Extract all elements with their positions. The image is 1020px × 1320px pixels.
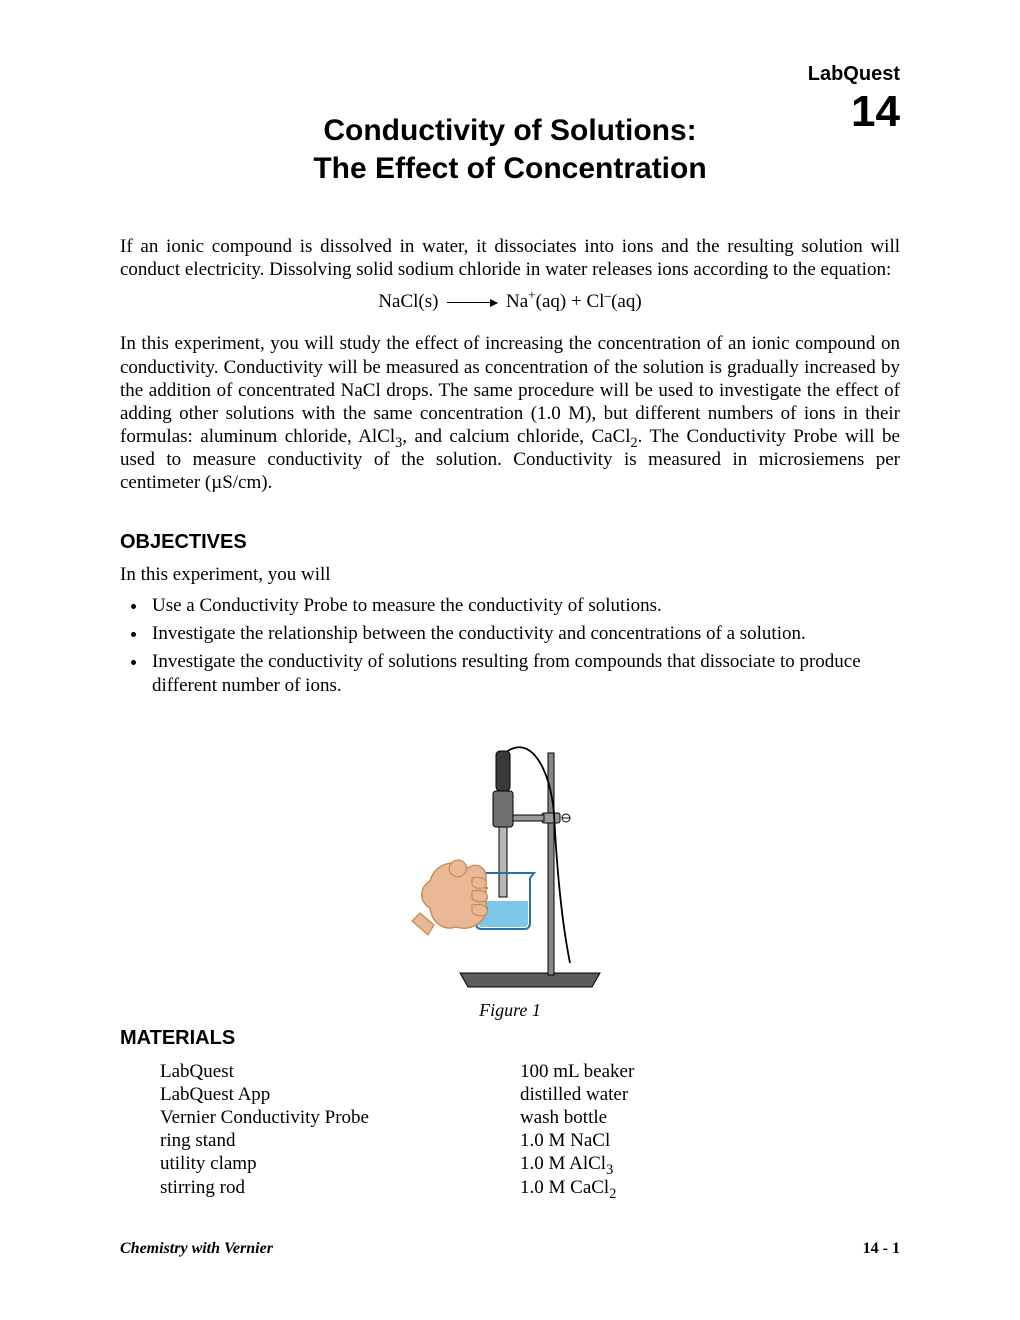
materials-heading: MATERIALS xyxy=(120,1027,900,1050)
objective-item: Use a Conductivity Probe to measure the … xyxy=(148,594,900,618)
material-item: Vernier Conductivity Probe xyxy=(160,1106,520,1129)
material-item: wash bottle xyxy=(520,1106,880,1129)
page-title: Conductivity of Solutions: The Effect of… xyxy=(120,112,900,187)
objectives-heading: OBJECTIVES xyxy=(120,531,900,554)
objective-item: Investigate the conductivity of solution… xyxy=(148,650,900,699)
material-item: 1.0 M NaCl xyxy=(520,1129,880,1152)
apparatus-diagram xyxy=(390,713,630,993)
intro-paragraph-2: In this experiment, you will study the e… xyxy=(120,332,900,494)
figure-caption: Figure 1 xyxy=(120,1000,900,1021)
material-item: utility clamp xyxy=(160,1152,520,1175)
material-item: distilled water xyxy=(520,1083,880,1106)
title-line-2: The Effect of Concentration xyxy=(313,152,706,185)
figure: Figure 1 xyxy=(120,713,900,1021)
material-item: stirring rod xyxy=(160,1176,520,1199)
equation-left: NaCl(s) xyxy=(378,291,438,312)
material-item: LabQuest xyxy=(160,1060,520,1083)
material-item: ring stand xyxy=(160,1129,520,1152)
page-footer: Chemistry with Vernier 14 - 1 xyxy=(120,1240,900,1258)
page: LabQuest 14 Conductivity of Solutions: T… xyxy=(0,0,1020,1320)
equation-right: Na+(aq) + Cl–(aq) xyxy=(506,291,642,312)
equation: NaCl(s) Na+(aq) + Cl–(aq) xyxy=(120,291,900,313)
objective-item: Investigate the relationship between the… xyxy=(148,622,900,646)
footer-right: 14 - 1 xyxy=(863,1240,900,1258)
footer-left: Chemistry with Vernier xyxy=(120,1240,273,1258)
material-item: 1.0 M AlCl3 xyxy=(520,1152,880,1175)
header-label: LabQuest xyxy=(120,64,900,84)
material-item: 100 mL beaker xyxy=(520,1060,880,1083)
title-line-1: Conductivity of Solutions: xyxy=(323,114,696,147)
objectives-list: Use a Conductivity Probe to measure the … xyxy=(148,594,900,699)
objectives-intro: In this experiment, you will xyxy=(120,564,900,586)
intro-2b: , and calcium chloride, CaCl xyxy=(402,426,630,447)
arrow-icon xyxy=(447,302,497,303)
material-item: 1.0 M CaCl2 xyxy=(520,1176,880,1199)
material-item: LabQuest App xyxy=(160,1083,520,1106)
materials-col-1: LabQuest LabQuest App Vernier Conductivi… xyxy=(160,1060,520,1199)
intro-paragraph-1: If an ionic compound is dissolved in wat… xyxy=(120,235,900,281)
materials-list: LabQuest LabQuest App Vernier Conductivi… xyxy=(160,1060,900,1199)
materials-col-2: 100 mL beaker distilled water wash bottl… xyxy=(520,1060,880,1199)
header-number: 14 xyxy=(851,90,900,134)
